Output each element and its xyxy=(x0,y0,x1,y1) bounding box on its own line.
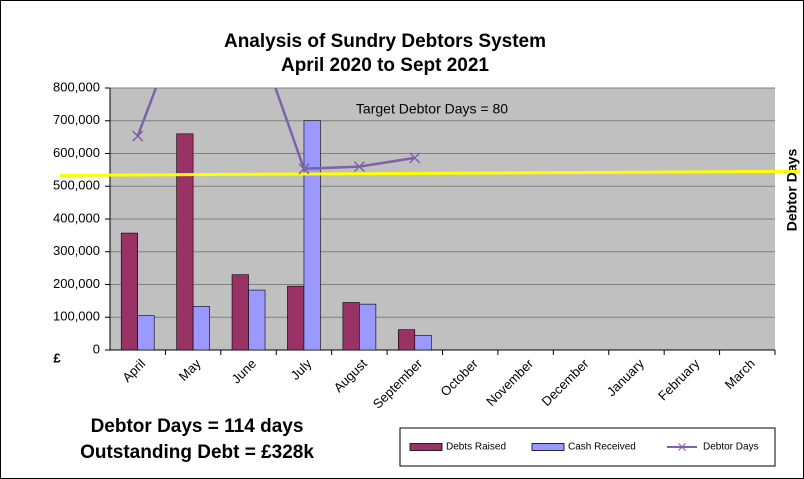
line-marker xyxy=(409,152,421,164)
annotation: Target Debtor Days = 80 xyxy=(356,101,508,117)
legend-label: Cash Received xyxy=(568,442,636,453)
y-tick-label: 0 xyxy=(93,341,100,356)
line-marker xyxy=(353,161,365,173)
legend-swatch xyxy=(409,443,443,451)
y-tick-label: 300,000 xyxy=(53,243,100,258)
y2-axis-label: Debtor Days xyxy=(784,149,800,232)
y-tick-label: 600,000 xyxy=(53,145,100,160)
note: Outstanding Debt = £328k xyxy=(80,442,314,463)
y-tick-label: 200,000 xyxy=(53,276,100,291)
bar xyxy=(192,306,210,351)
y-tick-label: 700,000 xyxy=(53,112,100,127)
note: Debtor Days = 114 days xyxy=(91,416,304,437)
bar xyxy=(248,289,266,351)
bar xyxy=(359,303,377,351)
bar xyxy=(342,302,360,351)
target-line xyxy=(59,169,801,177)
y-tick-label: 500,000 xyxy=(53,178,100,193)
y-tick-label: 800,000 xyxy=(53,79,100,94)
legend-label: Debtor Days xyxy=(703,442,759,453)
y-tick-label: 100,000 xyxy=(53,309,100,324)
bar xyxy=(120,232,139,351)
bar xyxy=(231,274,249,351)
line-series xyxy=(136,88,415,171)
bar xyxy=(397,329,416,351)
bar xyxy=(414,334,432,351)
chart-subtitle: April 2020 to Sept 2021 xyxy=(281,55,489,76)
line-marker xyxy=(298,163,310,175)
bar xyxy=(137,315,155,351)
legend xyxy=(399,427,776,467)
legend-swatch xyxy=(531,443,565,451)
bar xyxy=(176,133,194,351)
line-layer xyxy=(132,88,421,175)
line-marker xyxy=(132,130,144,142)
bar xyxy=(287,285,305,351)
bar xyxy=(303,120,321,351)
y-tick-label: 400,000 xyxy=(53,210,100,225)
chart-title: Analysis of Sundry Debtors System xyxy=(224,31,546,52)
legend-label: Debts Raised xyxy=(446,442,506,453)
y-axis-label: £ xyxy=(53,350,61,365)
legend-marker xyxy=(678,443,686,451)
